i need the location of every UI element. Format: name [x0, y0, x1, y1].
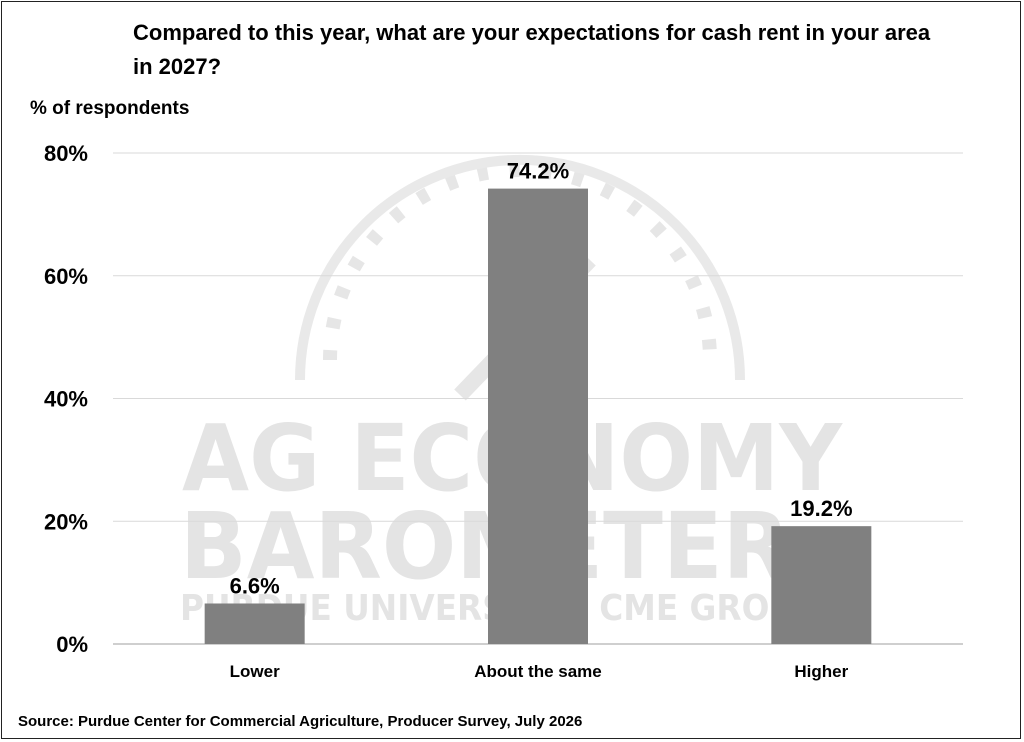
bar: [488, 188, 588, 644]
bar-data-label: 19.2%: [790, 496, 852, 521]
y-tick-label: 80%: [44, 141, 88, 166]
x-axis-categories: Lower About the same Higher: [230, 662, 849, 681]
x-tick-label: Higher: [794, 662, 848, 681]
watermark-gauge-outer: [295, 155, 745, 381]
watermark-line2: BAROMETER: [180, 493, 790, 600]
data-labels: 6.6% 74.2% 19.2%: [230, 159, 853, 599]
bar: [204, 603, 305, 644]
y-tick-label: 20%: [44, 509, 88, 534]
bars: [204, 188, 872, 644]
bar: [771, 526, 872, 644]
y-tick-label: 40%: [44, 387, 88, 412]
y-axis-ticks: 0% 20% 40% 60% 80%: [44, 141, 88, 657]
bar-data-label: 74.2%: [507, 159, 569, 184]
x-tick-label: About the same: [474, 662, 602, 681]
y-tick-label: 0%: [56, 632, 88, 657]
chart-title: Compared to this year, what are your exp…: [133, 20, 931, 79]
y-tick-label: 60%: [44, 264, 88, 289]
x-tick-label: Lower: [230, 662, 280, 681]
bar-data-label: 6.6%: [230, 573, 280, 598]
y-axis-label: % of respondents: [30, 98, 190, 119]
source-note: Source: Purdue Center for Commercial Agr…: [18, 713, 583, 730]
